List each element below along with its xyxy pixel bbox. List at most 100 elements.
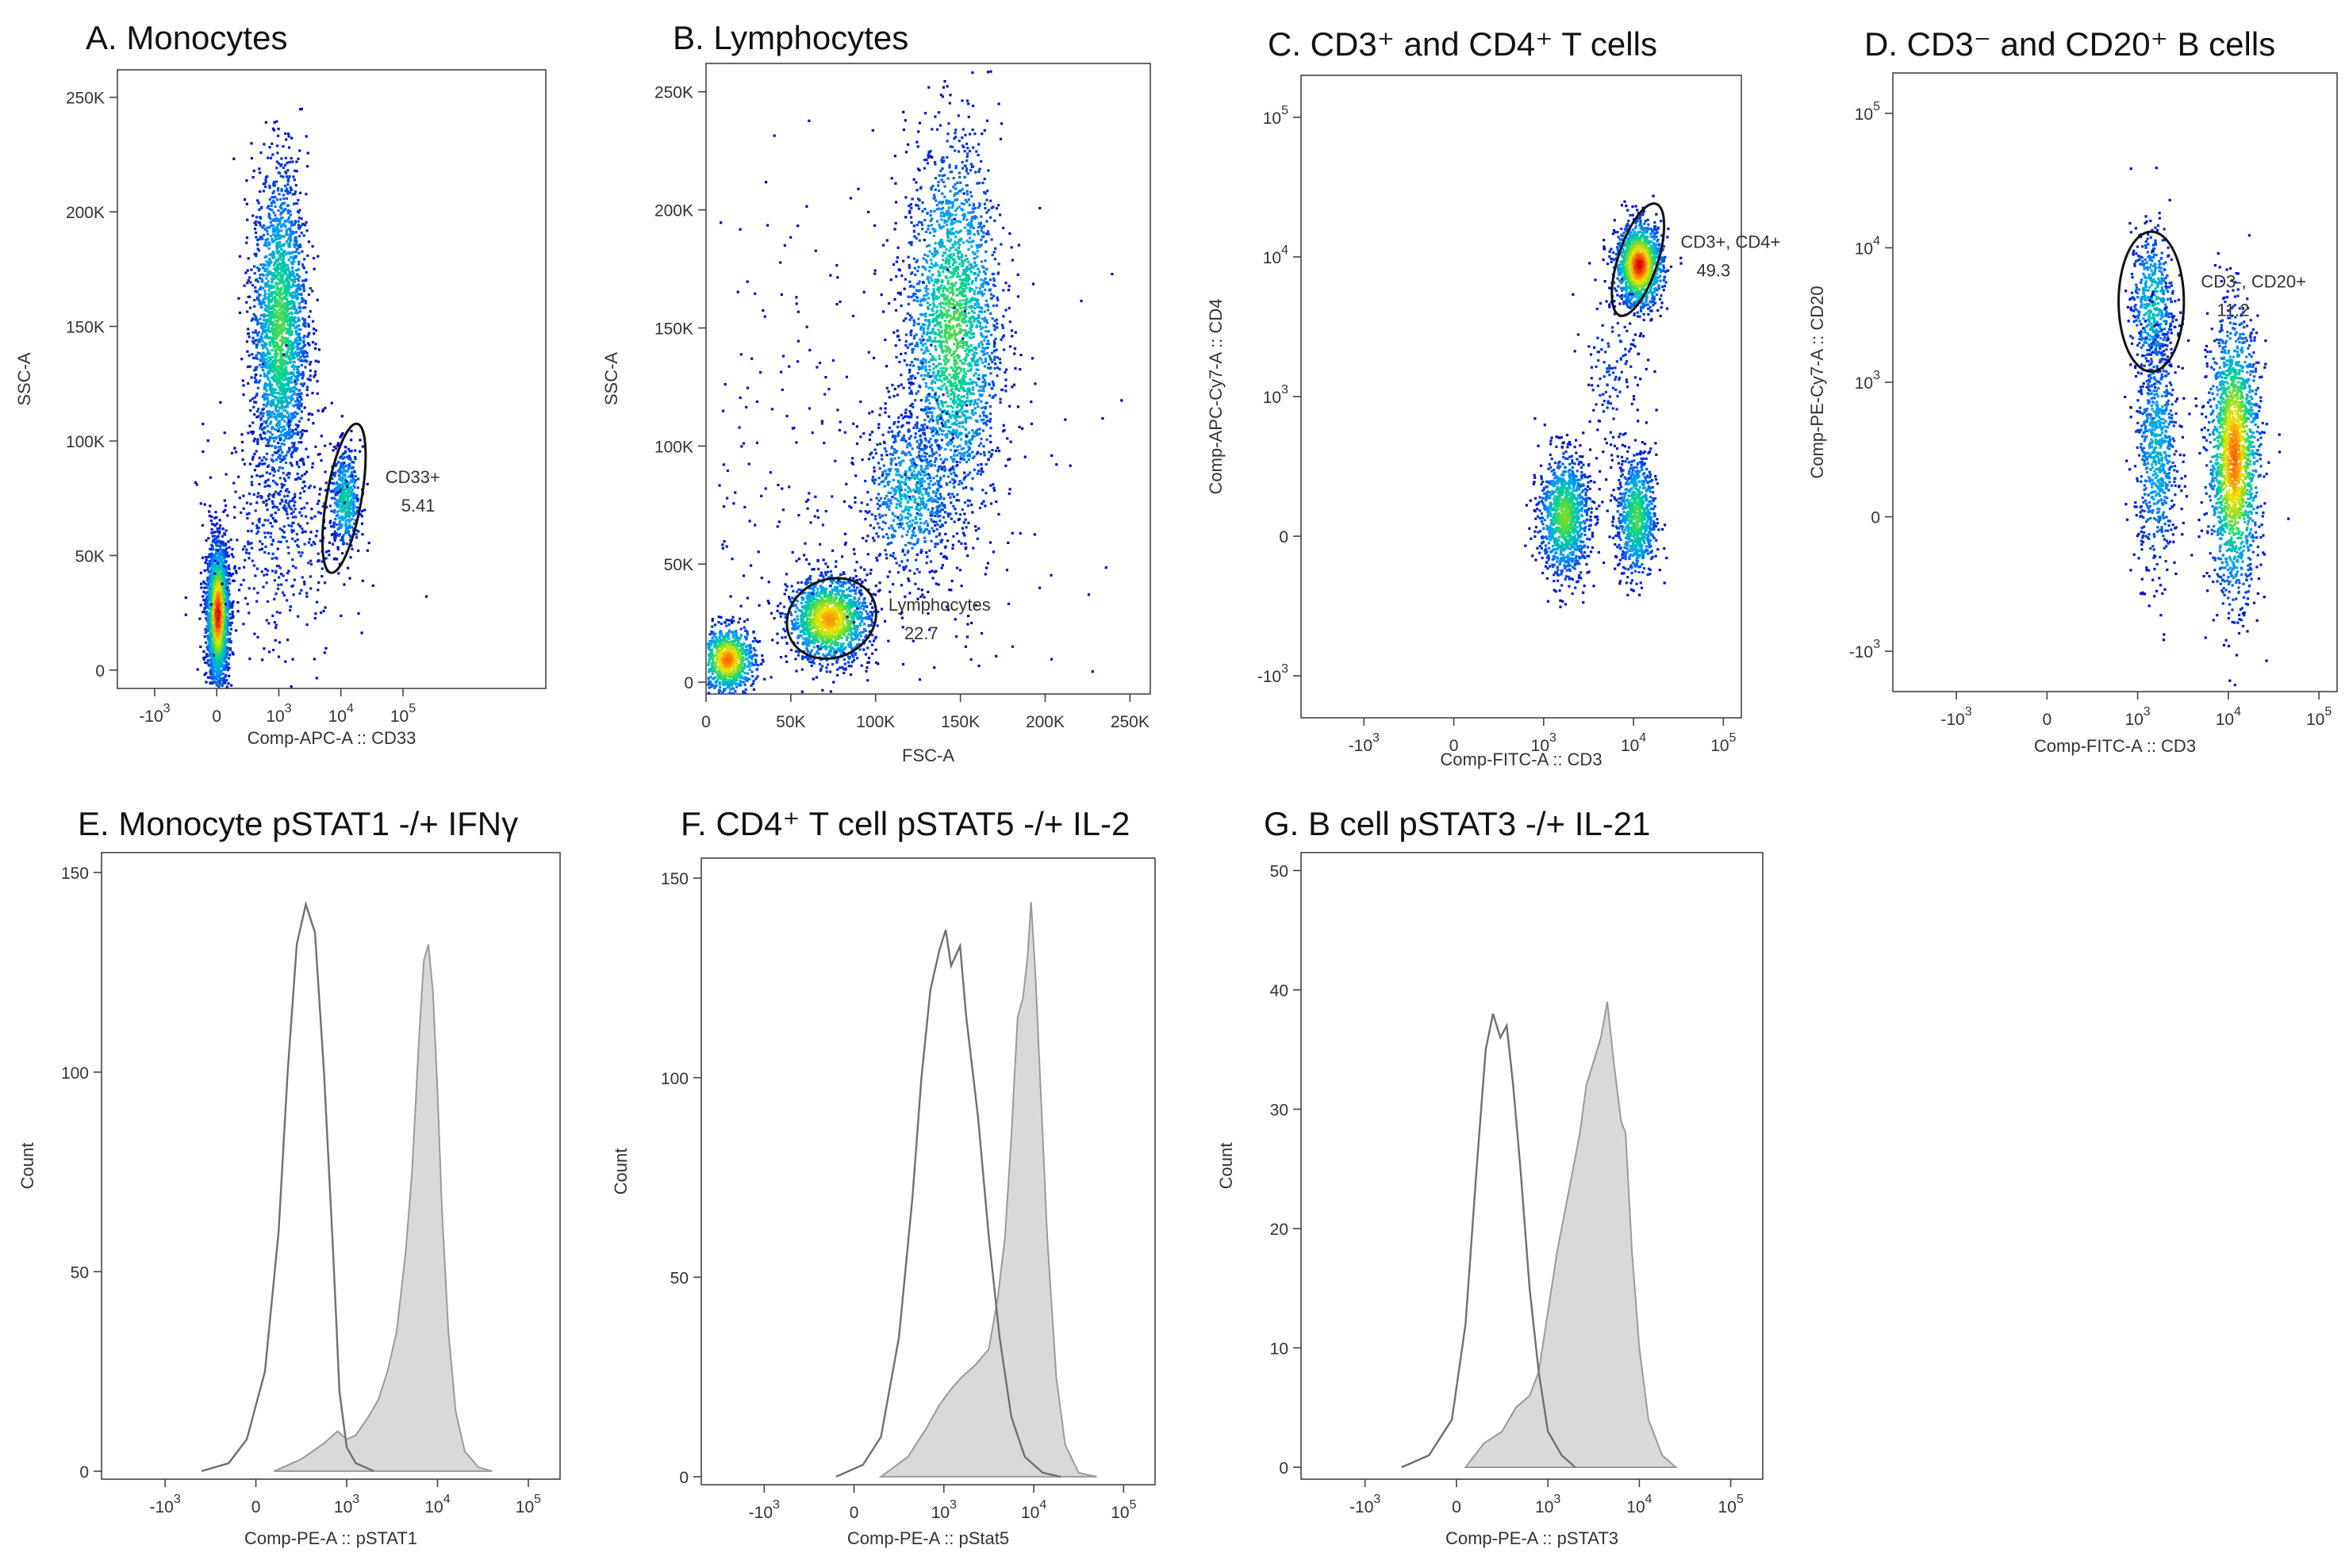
event-dot — [287, 237, 290, 240]
event-dot — [300, 363, 303, 367]
event-dot — [341, 478, 344, 481]
event-dot — [263, 550, 267, 554]
event-dot — [228, 612, 231, 616]
event-dot — [259, 379, 262, 382]
event-dot — [268, 368, 271, 371]
event-dot — [274, 217, 278, 220]
event-dot — [202, 580, 205, 584]
event-dot — [298, 458, 301, 462]
event-dot — [225, 663, 228, 667]
event-dot — [288, 294, 291, 297]
event-dot — [211, 593, 214, 596]
event-dot — [294, 341, 297, 344]
event-dot — [246, 310, 249, 313]
event-dot — [206, 661, 209, 665]
event-dot — [210, 646, 213, 649]
event-dot — [244, 271, 248, 274]
event-dot — [341, 488, 344, 491]
event-dot — [351, 474, 354, 477]
event-dot — [354, 512, 357, 516]
event-dot — [217, 539, 221, 542]
event-dot — [283, 508, 286, 512]
event-dot — [284, 378, 288, 381]
event-dot — [274, 316, 278, 319]
event-dot — [279, 382, 282, 385]
event-dot — [295, 240, 298, 243]
event-dot — [363, 508, 367, 512]
event-dot — [227, 588, 230, 592]
event-dot — [265, 452, 269, 455]
event-dot — [222, 647, 225, 650]
event-dot — [278, 288, 282, 291]
event-dot — [212, 531, 216, 534]
event-dot — [290, 300, 293, 303]
event-dot — [217, 591, 221, 594]
event-dot — [224, 573, 227, 577]
event-dot — [256, 323, 259, 326]
event-dot — [205, 591, 209, 594]
event-dot — [282, 302, 286, 305]
event-dot — [276, 304, 279, 307]
event-dot — [205, 629, 209, 632]
event-dot — [216, 535, 219, 539]
event-dot — [219, 555, 222, 558]
event-dot — [210, 543, 213, 546]
event-dot — [227, 554, 230, 558]
event-dot — [224, 675, 227, 678]
event-dot — [227, 574, 230, 577]
event-dot — [304, 324, 307, 328]
event-dot — [298, 592, 301, 595]
event-dot — [280, 358, 283, 361]
event-dot — [244, 198, 247, 201]
event-dot — [338, 523, 341, 527]
event-dot — [348, 526, 351, 529]
event-dot — [274, 268, 278, 271]
event-dot — [273, 292, 276, 295]
event-dot — [245, 179, 248, 182]
event-dot — [279, 330, 282, 333]
event-dot — [212, 681, 215, 684]
event-dot — [265, 244, 268, 247]
event-dot — [271, 240, 274, 243]
event-dot — [360, 522, 364, 525]
event-dot — [205, 595, 209, 598]
event-dot — [309, 287, 312, 290]
event-dot — [251, 458, 255, 461]
event-dot — [352, 500, 355, 504]
event-dot — [293, 243, 296, 246]
event-dot — [213, 637, 216, 640]
event-dot — [264, 121, 267, 124]
event-dot — [276, 267, 279, 270]
event-dot — [268, 217, 272, 220]
event-dot — [275, 286, 279, 289]
event-dot — [280, 229, 283, 232]
event-dot — [307, 240, 310, 243]
event-dot — [205, 646, 209, 649]
event-dot — [285, 337, 288, 340]
event-dot — [244, 596, 248, 600]
event-dot — [274, 397, 277, 400]
event-dot — [209, 640, 213, 643]
event-dot — [288, 427, 291, 431]
event-dot — [294, 365, 297, 368]
event-dot — [256, 440, 259, 443]
event-dot — [277, 446, 280, 449]
event-dot — [286, 512, 289, 516]
event-dot — [265, 277, 268, 280]
event-dot — [215, 604, 218, 607]
event-dot — [205, 616, 208, 619]
event-dot — [279, 328, 282, 332]
event-dot — [260, 236, 263, 239]
event-dot — [344, 445, 347, 449]
event-dot — [261, 314, 264, 317]
event-dot — [290, 292, 293, 295]
event-dot — [305, 229, 309, 232]
event-dot — [295, 247, 298, 251]
event-dot — [274, 213, 277, 217]
event-dot — [290, 157, 293, 160]
event-dot — [278, 373, 282, 376]
event-dot — [205, 606, 209, 609]
event-dot — [262, 352, 265, 355]
event-dot — [213, 553, 217, 556]
event-dot — [224, 631, 227, 634]
